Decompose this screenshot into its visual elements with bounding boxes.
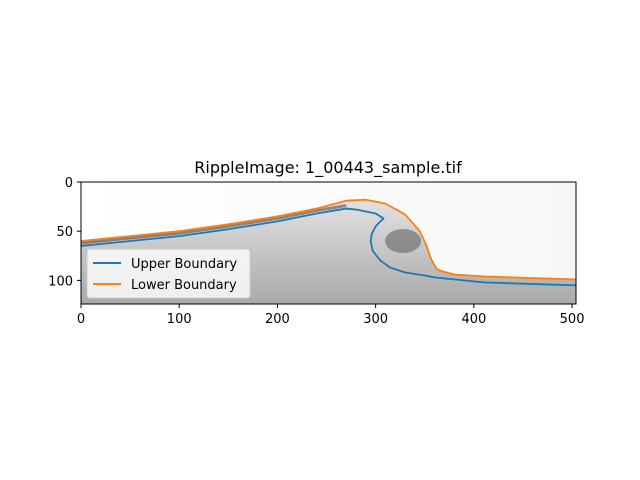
plot-frame	[80, 181, 577, 305]
x-tick-label: 500	[560, 312, 585, 327]
x-tick-label: 300	[363, 312, 388, 327]
series-line-lower-boundary	[81, 198, 576, 281]
series-layer	[81, 198, 576, 287]
legend-label: Lower Boundary	[131, 278, 237, 293]
chart-title: RippleImage: 1_00443_sample.tif	[194, 158, 462, 178]
x-tick-label: 200	[265, 312, 290, 327]
y-tick-label: 0	[65, 176, 73, 191]
x-tick-label: 100	[167, 312, 192, 327]
legend-label: Upper Boundary	[131, 257, 237, 272]
y-tick-label: 100	[48, 274, 73, 289]
legend-box	[86, 248, 251, 299]
x-tick-label: 400	[461, 312, 486, 327]
ripple-crest-blob	[385, 229, 422, 254]
x-axis: 0 100 200 300 400 500	[77, 304, 585, 327]
series-line-upper-boundary	[81, 207, 576, 287]
legend: Upper Boundary Lower Boundary	[86, 248, 251, 299]
x-tick-label: 0	[77, 312, 85, 327]
ripple-dark-band	[81, 204, 347, 245]
y-tick-label: 50	[56, 225, 73, 240]
y-axis: 0 50 100	[48, 176, 81, 289]
